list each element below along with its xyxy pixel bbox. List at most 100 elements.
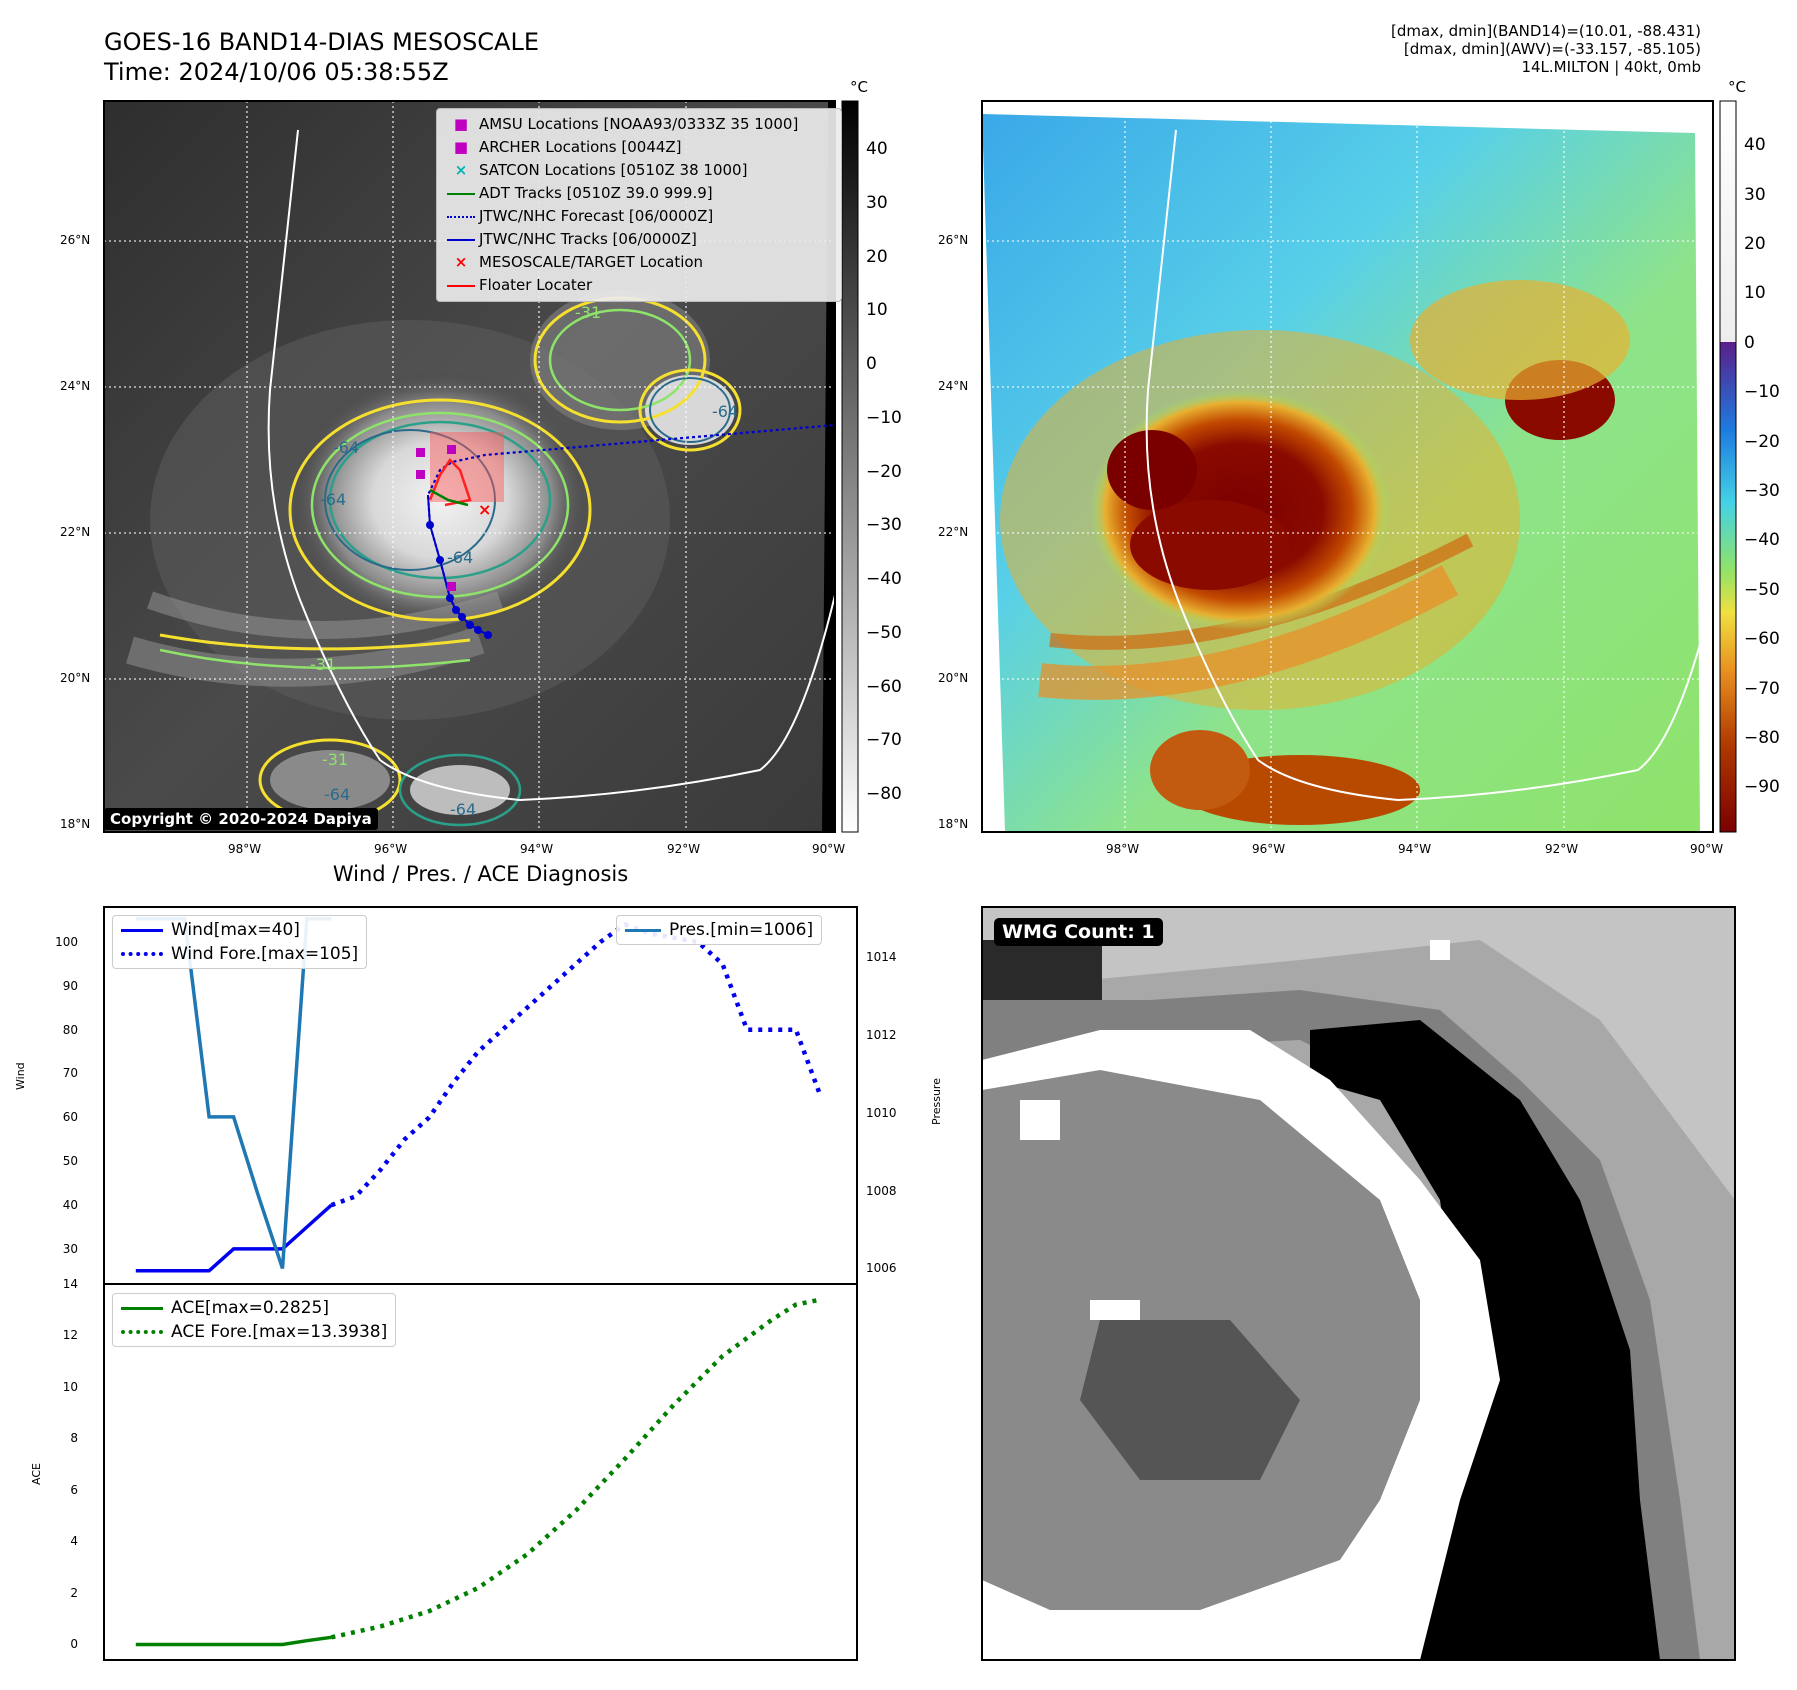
y-tick-label: 100 — [55, 934, 78, 949]
colorbar-tick-label: 30 — [1744, 184, 1766, 205]
contour-label: -64 — [450, 800, 477, 819]
y-tick-label: 70 — [62, 1066, 78, 1081]
wmg-frame — [981, 906, 1736, 1661]
pressure-axis-label: Pressure — [930, 1078, 943, 1125]
lat-label-18: 18°N — [60, 817, 91, 831]
chart-title: GOES-16 BAND14-DIAS MESOSCALE — [104, 28, 540, 56]
color-colorbar-unit: °C — [1728, 78, 1746, 96]
colorbar-tick-label: 0 — [866, 354, 877, 375]
lat-label-24: 24°N — [60, 379, 91, 393]
colorbar-tick-label: 30 — [866, 192, 888, 213]
lat-label-24-right: 24°N — [938, 379, 969, 393]
colorbar-tick-label: −10 — [866, 407, 902, 428]
contour-label: -64 — [320, 490, 347, 509]
y2-tick-label: 1014 — [866, 950, 897, 965]
lat-label-20: 20°N — [60, 671, 91, 685]
ace-legend: ACE[max=0.2825] ACE Fore.[max=13.3938] — [112, 1293, 397, 1347]
y-tick-label: 2 — [70, 1585, 78, 1600]
colorbar-tick-label: −20 — [866, 461, 902, 482]
lat-label-26: 26°N — [60, 233, 91, 247]
contour-label: -64 — [324, 785, 351, 804]
y-tick-label: 40 — [62, 1197, 78, 1212]
solid-line-icon — [121, 1306, 171, 1310]
colorbar-tick-label: −50 — [1744, 579, 1780, 600]
y2-tick-label: 1010 — [866, 1105, 897, 1120]
y2-tick-label: 1008 — [866, 1183, 897, 1198]
lon-label-96: 96°W — [374, 842, 408, 856]
gray-colorbar-unit: °C — [850, 78, 868, 96]
y-tick-label: 0 — [70, 1637, 78, 1652]
awv-image — [982, 101, 1713, 832]
solid-line-icon — [443, 284, 479, 287]
adt-track — [429, 488, 469, 507]
y2-tick-label: 1006 — [866, 1261, 897, 1276]
copyright-badge: Copyright © 2020-2024 Dapiya — [104, 808, 378, 830]
y-tick-label: 12 — [62, 1328, 78, 1343]
legend-item: Pres.[min=1006] — [625, 918, 813, 942]
legend-item: Floater Locater — [443, 274, 835, 297]
colorbar-tick-label: −60 — [1744, 629, 1780, 650]
lat-label-22-right: 22°N — [938, 525, 969, 539]
y-tick-label: 50 — [62, 1154, 78, 1169]
diagnosis-title: Wind / Pres. / ACE Diagnosis — [332, 862, 629, 886]
lat-label-20-right: 20°N — [938, 671, 969, 685]
map-gridlines-right — [982, 101, 1713, 832]
y-tick-label: 90 — [62, 978, 78, 993]
map-legend: ■ AMSU Locations [NOAA93/0333Z 35 1000] ■… — [436, 108, 842, 302]
wind-pres-axes — [103, 906, 858, 1285]
map-frame-left — [103, 100, 836, 833]
wind-axis-label: Wind — [14, 1062, 27, 1090]
colorbar-tick-label: −80 — [866, 784, 902, 805]
track-points — [426, 521, 492, 639]
ace-axis-label: ACE — [30, 1463, 43, 1485]
lon-label-98: 98°W — [228, 842, 262, 856]
lon-label-92: 92°W — [667, 842, 701, 856]
lon-label-92-right: 92°W — [1545, 842, 1579, 856]
line-marker-icon — [443, 238, 479, 241]
y-tick-label: 30 — [62, 1241, 78, 1256]
contour-label: -64 — [447, 548, 474, 567]
info-panel: [dmax, dmin](BAND14)=(10.01, -88.431) [d… — [1101, 22, 1701, 76]
legend-item: ADT Tracks [0510Z 39.0 999.9] — [443, 182, 835, 205]
square-marker-icon: ■ — [453, 138, 469, 156]
y-tick-label: 8 — [70, 1431, 78, 1446]
ace-series-line-0 — [135, 1635, 332, 1647]
legend-item: ACE Fore.[max=13.3938] — [121, 1320, 387, 1344]
legend-item: ACE[max=0.2825] — [121, 1296, 387, 1320]
colorbar-tick-label: 20 — [866, 246, 888, 267]
map-gridlines — [104, 101, 835, 832]
map-frame-right — [981, 100, 1714, 833]
wind-legend: Wind[max=40] Wind Fore.[max=105] — [112, 915, 368, 969]
target-marker: × — [478, 500, 491, 519]
wmg-image — [982, 907, 1735, 1660]
colorbar-tick-label: 40 — [1744, 135, 1766, 156]
colorbar-tick-label: −20 — [1744, 431, 1780, 452]
lon-label-96-right: 96°W — [1252, 842, 1286, 856]
colorbar-tick-label: 10 — [1744, 283, 1766, 304]
info-line-awv: [dmax, dmin](AWV)=(-33.157, -85.105) — [1403, 40, 1701, 58]
legend-item: × SATCON Locations [0510Z 38 1000] — [443, 159, 835, 182]
contour-label: -31 — [575, 303, 602, 322]
colorbar-tick-label: −40 — [866, 569, 902, 590]
lon-label-90-right: 90°W — [1690, 842, 1724, 856]
dotted-line-icon — [443, 215, 479, 218]
square-marker-icon: ■ — [453, 115, 469, 133]
lon-label-94-right: 94°W — [1398, 842, 1432, 856]
floater-path — [428, 458, 472, 507]
lat-label-26-right: 26°N — [938, 233, 969, 247]
lon-label-98-right: 98°W — [1106, 842, 1140, 856]
y-tick-label: 80 — [62, 1022, 78, 1037]
series-line-0 — [135, 1203, 333, 1273]
y-tick-label: 60 — [62, 1110, 78, 1125]
lon-label-94: 94°W — [520, 842, 554, 856]
y-tick-label: 14 — [62, 1276, 78, 1291]
colorbar-tick-label: 10 — [866, 300, 888, 321]
legend-item: JTWC/NHC Tracks [06/0000Z] — [443, 228, 835, 251]
x-marker-icon: × — [454, 253, 468, 271]
ace-series-line-1 — [330, 1297, 821, 1640]
gray-colorbar — [841, 100, 859, 833]
colorbar-tick-label: 40 — [866, 139, 888, 160]
colorbar-tick-label: −40 — [1744, 530, 1780, 551]
colorbar-tick-label: −60 — [866, 676, 902, 697]
